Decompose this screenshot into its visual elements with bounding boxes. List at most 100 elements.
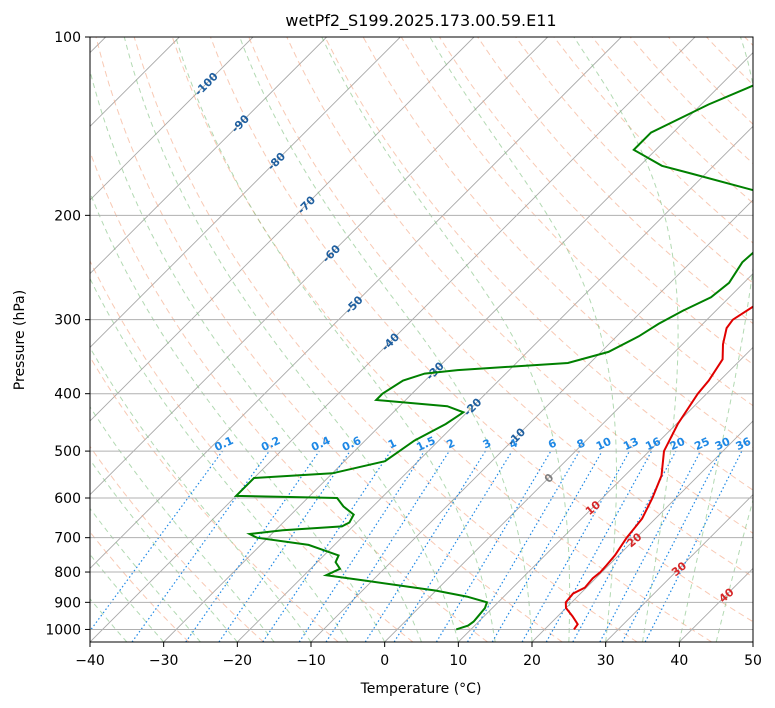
- x-axis-ticks: −40 −30 −20 −10 0 10 20 30 40 50: [75, 642, 762, 669]
- dry-adiabat-line: [668, 37, 753, 125]
- y-tick-label: 700: [54, 531, 81, 547]
- mixing-ratio-line: [185, 450, 320, 642]
- dry-adiabat-lines: [90, 37, 753, 642]
- isotherm-line: [605, 494, 753, 642]
- mixing-ratio-line: [491, 450, 603, 642]
- moist-adiabat-line: [90, 277, 349, 642]
- dry-adiabat-line: [591, 37, 753, 204]
- chart-title: wetPf2_S199.2025.173.00.59.E11: [285, 11, 556, 31]
- isotherm-line: [310, 199, 753, 642]
- dry-adiabat-line: [133, 37, 638, 642]
- isotherm-line: [384, 273, 753, 642]
- y-tick-label: 100: [54, 30, 81, 46]
- x-tick-label: 20: [523, 653, 541, 669]
- moist-adiabat-line: [175, 37, 496, 642]
- moist-adiabat-line: [90, 405, 275, 642]
- dry-adiabat-line: [90, 150, 488, 642]
- mixing-ratio-line: [521, 450, 631, 642]
- mixing-ratio-label: 6: [546, 436, 559, 451]
- moist-adiabat-line: [429, 37, 617, 642]
- moist-adiabat-lines: [90, 37, 753, 642]
- moist-adiabat-line: [90, 553, 165, 642]
- mixing-ratio-lines: [90, 450, 743, 642]
- mixing-ratio-label: 20: [668, 435, 688, 453]
- isotherm-line: [90, 37, 622, 569]
- moist-adiabat-line: [123, 37, 459, 642]
- isotherm-line: [90, 37, 401, 348]
- mixing-ratio-label: 13: [621, 435, 640, 453]
- mixing-ratio-line: [435, 450, 552, 642]
- isotherm-label: -80: [265, 150, 288, 173]
- isotherm-label: -40: [379, 330, 402, 353]
- dry-adiabat-line: [744, 37, 753, 47]
- mixing-ratio-label: 8: [575, 436, 587, 451]
- x-tick-label: 0: [380, 653, 389, 669]
- dry-adiabat-line: [90, 259, 414, 642]
- line-labels: 0.1 0.2 0.4 0.6 1 1.5 2 3 4 6 8 10 13 16 20 25 30 36-100-…: [192, 70, 753, 606]
- x-tick-label: −40: [75, 653, 105, 669]
- dry-adiabat-line: [95, 37, 563, 642]
- sounding-profiles: [233, 84, 753, 631]
- mixing-ratio-label: 1: [386, 436, 398, 451]
- dry-adiabat-line: [706, 37, 753, 86]
- dry-adiabat-line: [515, 37, 753, 284]
- mixing-ratio-label: 30: [713, 435, 733, 453]
- dry-adiabat-line: [210, 37, 753, 623]
- moist-adiabat-line: [678, 37, 753, 642]
- dry-adiabat-line: [324, 37, 753, 491]
- isotherm-lines: [90, 37, 753, 642]
- x-tick-label: 30: [597, 653, 615, 669]
- isotherm-line: [531, 420, 753, 642]
- x-axis-label: Temperature (°C): [360, 681, 482, 697]
- y-tick-label: 800: [54, 565, 81, 581]
- mixing-ratio-label: 3: [481, 436, 493, 451]
- y-tick-label: 900: [54, 595, 81, 611]
- moist-adiabat-line: [90, 507, 201, 642]
- mixing-ratio-line: [545, 450, 653, 642]
- moist-adiabat-line: [573, 37, 679, 642]
- x-tick-label: 50: [744, 653, 762, 669]
- isotherm-label: 0: [542, 471, 557, 486]
- x-tick-label: 10: [449, 653, 467, 669]
- dry-adiabat-line: [90, 356, 339, 642]
- temperature-profile: [564, 305, 753, 630]
- dry-adiabat-line: [90, 445, 264, 642]
- moist-adiabat-line: [90, 346, 312, 642]
- mixing-ratio-label: 16: [643, 435, 663, 453]
- dewpoint-profile: [233, 84, 753, 631]
- x-tick-label: −30: [149, 653, 179, 669]
- y-tick-label: 400: [54, 387, 81, 403]
- dry-adiabat-line: [248, 37, 753, 578]
- isotherm-label: -10: [505, 425, 528, 448]
- x-tick-label: 40: [670, 653, 688, 669]
- isotherm-line: [458, 346, 753, 642]
- mixing-ratio-label: 10: [594, 435, 614, 453]
- mixing-ratio-label: 36: [734, 435, 754, 453]
- moist-adiabat-line: [90, 597, 128, 642]
- moist-adiabat-line: [321, 37, 571, 642]
- mixing-ratio-label: 2: [445, 436, 457, 451]
- moist-adiabat-line: [90, 191, 386, 642]
- pressure-gridlines: [90, 37, 753, 630]
- isotherm-label: -90: [229, 112, 252, 135]
- isotherm-line: [90, 37, 475, 422]
- mixing-ratio-line: [325, 450, 450, 642]
- isotherm-label: -100: [192, 70, 221, 99]
- dry-adiabat-line: [286, 37, 753, 534]
- mixing-ratio-line: [90, 450, 223, 632]
- isotherm-line: [679, 567, 753, 642]
- dry-adiabat-line: [171, 37, 712, 642]
- y-axis-ticks: 100 200 300 400 500 600 700 800 900 1000: [45, 30, 90, 638]
- isotherm-label: -20: [461, 395, 484, 418]
- plot-frame: [89, 36, 754, 643]
- isotherm-line: [90, 37, 254, 201]
- y-tick-label: 500: [54, 444, 81, 460]
- isotherm-line: [752, 641, 753, 642]
- y-tick-label: 300: [54, 313, 81, 329]
- y-tick-label: 600: [54, 491, 81, 507]
- mixing-ratio-line: [298, 450, 425, 642]
- isotherm-line: [163, 52, 753, 642]
- mixing-ratio-line: [466, 450, 580, 642]
- x-tick-label: −20: [223, 653, 253, 669]
